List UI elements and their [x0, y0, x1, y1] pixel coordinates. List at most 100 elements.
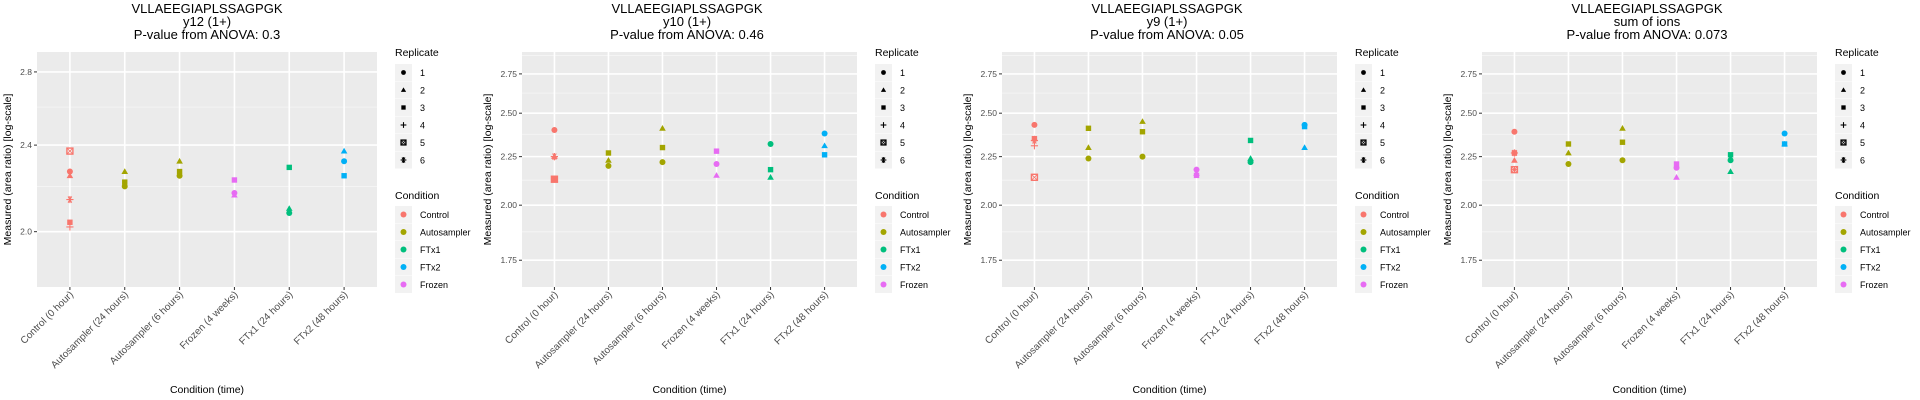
shape-square-outline [400, 139, 407, 146]
shape-square [1247, 137, 1254, 144]
data-point-rep3 [1781, 141, 1788, 147]
panel-title-line: y9 (1+) [1147, 14, 1188, 29]
y-tick-label: 2.75 [980, 69, 997, 79]
legend-label: Autosampler [1380, 228, 1431, 238]
shape-triangle [231, 191, 238, 198]
data-points [1030, 118, 1308, 181]
shape-triangle [880, 87, 887, 92]
legend-label: FTx2 [1860, 263, 1881, 273]
x-axis-label: Condition (time) [170, 384, 244, 396]
legend-label: 5 [420, 138, 425, 148]
legend-color-dot-icon [400, 246, 407, 253]
plot-background [1482, 52, 1817, 287]
panel-title-line: P-value from ANOVA: 0.05 [1090, 27, 1244, 42]
x-tick-label: Frozen (4 weeks) [660, 289, 722, 351]
legend-asterisk-icon [400, 157, 407, 163]
legend-label: 6 [1860, 156, 1865, 166]
data-point-rep4 [66, 223, 74, 231]
legend-replicate: Replicate 1 2 3 4 5 6 [1835, 47, 1879, 169]
x-axis-label: Condition (time) [652, 384, 726, 396]
legend-label: 1 [420, 68, 425, 78]
legend-label: Frozen [900, 280, 928, 290]
legend-triangle-icon [1840, 87, 1847, 92]
legend-color-dot-icon [1360, 246, 1367, 253]
shape-circle [1193, 166, 1200, 173]
legend-replicate: Replicate 1 2 3 4 5 6 [1355, 47, 1399, 169]
legend-color-dot-icon [880, 229, 887, 235]
legend-label: FTx1 [900, 245, 921, 255]
data-point-rep1 [1511, 128, 1518, 135]
shape-cross-2 [66, 147, 74, 155]
shape-square [821, 152, 828, 158]
y-axis-label: Measured (area ratio) [log-scale] [2, 94, 14, 246]
data-point-rep3 [67, 219, 73, 225]
legend-label: 4 [1860, 121, 1865, 131]
legend-color-dot-icon [880, 246, 887, 253]
legend-square-cross-icon [1360, 139, 1367, 146]
shape-circle [881, 70, 886, 75]
legend-triangle-icon [880, 87, 887, 92]
x-tick-label: Control (0 hour) [503, 289, 560, 346]
data-point-rep6 [550, 153, 559, 161]
shape-square [176, 168, 183, 175]
y-tick-label: 2.25 [980, 152, 997, 162]
x-tick-label: Frozen (4 weeks) [1140, 289, 1202, 351]
legend-label: 2 [420, 86, 425, 96]
y-axis-label: Measured (area ratio) [log-scale] [1442, 94, 1454, 246]
shape-triangle [713, 172, 720, 178]
data-point-rep1 [121, 183, 128, 190]
legend-replicate: Replicate 1 2 3 4 5 6 [395, 47, 439, 169]
shape-square [1085, 125, 1092, 132]
shape-cross-2 [400, 139, 407, 146]
data-point-rep1 [1619, 157, 1626, 164]
shape-triangle [821, 142, 828, 149]
shape-square [1673, 161, 1680, 167]
data-points [66, 147, 348, 231]
data-point-rep3 [1565, 141, 1572, 147]
data-point-rep5 [1030, 173, 1039, 181]
panel-title-line: VLLAEEGIAPLSSAGPGK [131, 1, 282, 16]
legend-color-dot-icon [400, 229, 407, 235]
legend-label: FTx2 [900, 263, 921, 273]
legend-label: 3 [900, 103, 905, 113]
data-point-rep2 [605, 157, 612, 163]
data-point-rep1 [1139, 153, 1146, 160]
shape-cross-2 [1031, 174, 1038, 181]
shape-square [1841, 105, 1846, 110]
legend-label: 4 [1380, 121, 1385, 131]
data-point-rep2 [1565, 149, 1572, 156]
data-point-rep1 [605, 162, 612, 169]
shape-circle [605, 162, 612, 169]
panel-title-line: P-value from ANOVA: 0.073 [1567, 27, 1728, 42]
legend-plus-icon [880, 122, 887, 128]
shape-circle [66, 168, 73, 175]
y-tick-label: 2.4 [20, 140, 32, 150]
shape-circle [121, 183, 128, 190]
data-point-rep3 [1619, 139, 1626, 145]
legend-color-dot-icon [400, 281, 407, 288]
shape-triangle [285, 205, 293, 211]
data-point-rep2 [340, 147, 348, 154]
legend-asterisk-icon [1840, 157, 1847, 163]
data-point-rep1 [1727, 157, 1734, 164]
data-point-rep1 [341, 158, 348, 165]
data-point-rep2 [1301, 144, 1308, 150]
shape-square [1619, 139, 1626, 145]
data-point-rep2 [121, 168, 129, 174]
data-point-rep2 [1511, 157, 1518, 163]
shape-circle [1361, 70, 1366, 75]
data-point-rep3 [659, 144, 666, 151]
legend-title: Replicate [1835, 47, 1879, 59]
data-point-rep2 [176, 157, 183, 164]
legend-label: FTx2 [1380, 263, 1401, 273]
data-point-rep2 [821, 142, 828, 149]
data-point-rep2 [231, 191, 238, 198]
legend-title: Replicate [1355, 47, 1399, 59]
y-tick-label: 2.25 [1460, 152, 1477, 162]
shape-triangle [767, 173, 774, 180]
x-tick-label: FTx2 (48 hours) [292, 289, 350, 347]
shape-cross-2 [1511, 166, 1518, 173]
shape-cross-2 [1840, 139, 1847, 146]
